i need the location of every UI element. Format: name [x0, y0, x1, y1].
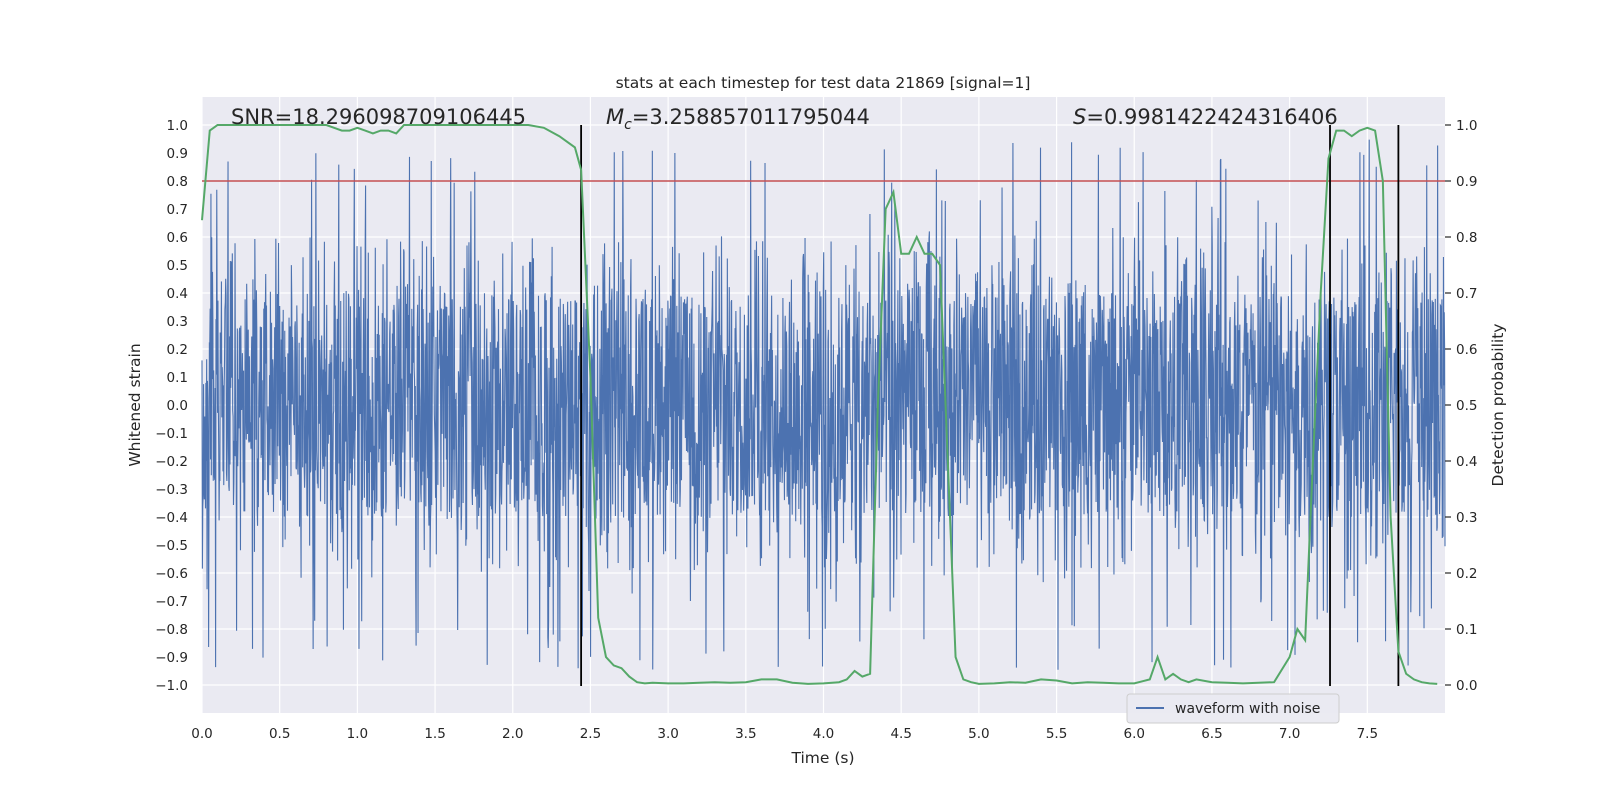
- legend: waveform with noise: [1126, 693, 1340, 724]
- y-left-tick-label-18: −0.8: [155, 622, 188, 638]
- y-right-tick-label-2: 0.8: [1456, 230, 1477, 246]
- x-tick-label-3: 1.5: [424, 726, 445, 742]
- y-left-tick-label-13: −0.3: [155, 482, 188, 498]
- y-right-tick-label-8: 0.2: [1456, 566, 1477, 582]
- waveform-path: [201, 139, 1446, 670]
- y-left-tick-label-20: −1.0: [155, 678, 188, 694]
- chirp-mass-value: =3.258857011795044: [632, 105, 870, 129]
- y-left-tick-label-16: −0.6: [155, 566, 188, 582]
- chart-title: stats at each timestep for test data 218…: [616, 74, 1031, 92]
- x-tick-label-8: 4.0: [813, 726, 834, 742]
- y-left-tick-label-0: 1.0: [167, 118, 188, 134]
- x-tick-label-0: 0.0: [191, 726, 212, 742]
- y-right-tick-label-1: 0.9: [1456, 174, 1477, 190]
- y-right-tick-label-0: 1.0: [1456, 118, 1477, 134]
- y-left-axis-ticks: 1.0 0.9 0.8 0.7 0.6 0.5 0.4 0.3 0.2 0.1 0.0 −0.1 −0.…: [155, 118, 188, 694]
- score-value: =0.9981422424316406: [1086, 105, 1337, 129]
- y-left-tick-label-10: 0.0: [167, 398, 188, 414]
- x-tick-label-9: 4.5: [890, 726, 911, 742]
- y-left-tick-label-19: −0.9: [155, 650, 188, 666]
- detection-probability-path: [201, 124, 1438, 685]
- y-left-tick-label-1: 0.9: [167, 146, 188, 162]
- y-left-tick-label-17: −0.7: [155, 594, 188, 610]
- x-tick-label-2: 1.0: [347, 726, 368, 742]
- x-tick-label-13: 6.5: [1201, 726, 1222, 742]
- y-left-tick-label-14: −0.4: [155, 510, 188, 526]
- score-symbol: S: [1073, 105, 1086, 129]
- y-left-tick-label-2: 0.8: [167, 174, 188, 190]
- snr-annotation: SNR=18.296098709106445: [231, 105, 526, 129]
- legend-box: [1126, 693, 1340, 724]
- y-right-tick-label-7: 0.3: [1456, 510, 1477, 526]
- score-annotation: S=0.9981422424316406: [1073, 105, 1338, 129]
- y-left-tick-label-8: 0.2: [167, 342, 188, 358]
- y-right-tick-label-9: 0.1: [1456, 622, 1477, 638]
- y-left-tick-label-7: 0.3: [167, 314, 188, 330]
- y-left-tick-label-4: 0.6: [167, 230, 188, 246]
- y-right-tick-label-4: 0.6: [1456, 342, 1477, 358]
- x-tick-label-5: 2.5: [580, 726, 601, 742]
- x-tick-label-11: 5.5: [1046, 726, 1067, 742]
- legend-label: waveform with noise: [1175, 701, 1320, 717]
- y-right-tick-label-5: 0.5: [1456, 398, 1477, 414]
- y-right-tick-label-6: 0.4: [1456, 454, 1477, 470]
- y-right-axis-label: Detection probability: [1489, 324, 1507, 487]
- y-right-tick-label-10: 0.0: [1456, 678, 1477, 694]
- x-tick-label-7: 3.5: [735, 726, 756, 742]
- y-right-tick-label-3: 0.7: [1456, 286, 1477, 302]
- y-left-tick-label-5: 0.5: [167, 258, 188, 274]
- y-left-tick-label-3: 0.7: [167, 202, 188, 218]
- y-left-tick-label-12: −0.2: [155, 454, 188, 470]
- y-left-tick-label-6: 0.4: [167, 286, 188, 302]
- x-axis-label: Time (s): [790, 749, 854, 767]
- vertical-markers: [580, 125, 1400, 686]
- chirp-mass-subscript: c: [624, 117, 632, 133]
- x-tick-label-4: 2.0: [502, 726, 523, 742]
- x-tick-label-1: 0.5: [269, 726, 290, 742]
- x-tick-label-15: 7.5: [1357, 726, 1378, 742]
- detection-probability-series: [201, 124, 1438, 685]
- x-tick-label-6: 3.0: [657, 726, 678, 742]
- x-axis-ticks: 0.0 0.5 1.0 1.5 2.0 2.5 3.0 3.5 4.0 4.5 5.0 5.5 6.0 6…: [191, 726, 1378, 742]
- x-tick-label-12: 6.0: [1124, 726, 1145, 742]
- y-left-tick-label-11: −0.1: [155, 426, 188, 442]
- y-left-axis-label: Whitened strain: [126, 343, 144, 466]
- x-tick-label-14: 7.0: [1279, 726, 1300, 742]
- y-left-tick-label-9: 0.1: [167, 370, 188, 386]
- y-right-axis-ticks: 1.0 0.9 0.8 0.7 0.6 0.5 0.4 0.3 0.2 0.1 0.0: [1445, 118, 1477, 694]
- x-tick-label-10: 5.0: [968, 726, 989, 742]
- y-left-tick-label-15: −0.5: [155, 538, 188, 554]
- chirp-mass-symbol: M: [606, 105, 624, 129]
- chirp-mass-annotation: Mc=3.258857011795044: [606, 105, 870, 133]
- waveform-with-noise-series: [201, 139, 1446, 670]
